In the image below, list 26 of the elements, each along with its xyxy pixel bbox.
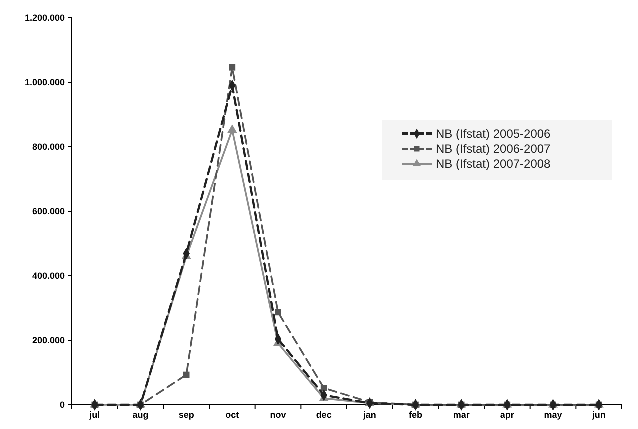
x-tick-label: aug — [132, 410, 149, 420]
x-tick-label: mar — [453, 410, 470, 420]
y-tick-label: 1.000.000 — [24, 78, 65, 88]
x-tick-label: sep — [178, 410, 195, 420]
x-tick-label: dec — [316, 410, 332, 420]
y-tick-label: 0 — [60, 400, 65, 410]
x-tick-label: jan — [362, 410, 376, 420]
x-tick-label: jul — [88, 410, 100, 420]
x-tick-label: jun — [591, 410, 606, 420]
point — [183, 372, 190, 378]
legend-label: NB (Ifstat) 2005-2006 — [436, 127, 552, 142]
y-tick-label: 800.000 — [32, 142, 65, 152]
x-tick-label: feb — [409, 410, 423, 420]
y-tick-label: 1.200.000 — [24, 13, 65, 24]
x-tick-label: oct — [226, 410, 240, 420]
x-tick-label: nov — [270, 410, 286, 420]
y-tick-label: 200.000 — [32, 336, 65, 346]
y-tick-label: 400.000 — [32, 271, 65, 282]
x-tick-label: apr — [500, 410, 515, 420]
point — [229, 64, 236, 71]
x-tick-label: may — [544, 410, 562, 420]
legend-label: NB (Ifstat) 2006-2007 — [436, 142, 552, 156]
legend-label: NB (Ifstat) 2007-2008 — [436, 157, 552, 172]
point — [275, 309, 282, 316]
point — [228, 124, 238, 134]
y-tick-label: 600.000 — [32, 206, 65, 217]
